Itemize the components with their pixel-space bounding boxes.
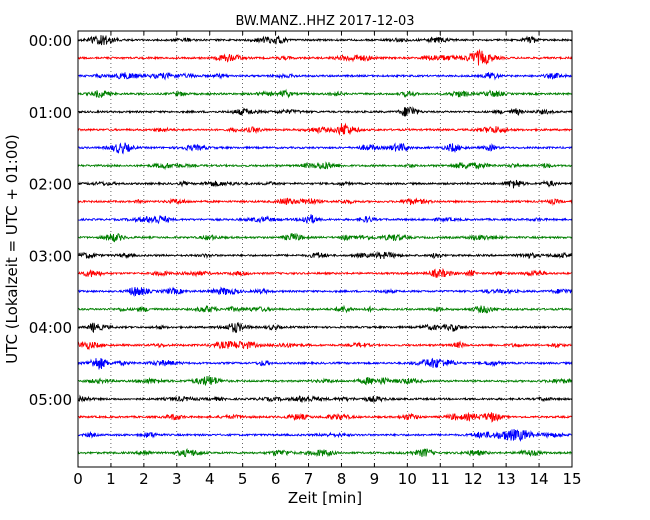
trace-1: [77, 48, 572, 66]
x-tick-label-12: 12: [464, 470, 483, 488]
x-tick-label-10: 10: [398, 470, 417, 488]
trace-6: [77, 142, 573, 155]
y-tick-label-4: 04:00: [29, 319, 72, 337]
x-tick-label-8: 8: [337, 470, 347, 488]
trace-11: [77, 232, 573, 243]
trace-12: [77, 251, 573, 260]
trace-14: [77, 286, 573, 297]
trace-4: [77, 106, 573, 117]
trace-13: [77, 267, 573, 278]
x-tick-label-15: 15: [562, 470, 581, 488]
y-tick-label-3: 03:00: [29, 247, 72, 265]
x-tick-label-7: 7: [304, 470, 314, 488]
trace-5: [77, 122, 573, 136]
y-tick-label-0: 00:00: [29, 32, 72, 50]
y-axis: 00:00 01:00 02:00 03:00 04:00 05:00: [29, 32, 572, 409]
chart-title: BW.MANZ..HHZ 2017-12-03: [235, 14, 414, 29]
y-axis-label: UTC (Lokalzeit = UTC + 01:00): [3, 134, 21, 364]
y-tick-label-2: 02:00: [29, 176, 72, 194]
x-tick-label-11: 11: [431, 470, 450, 488]
grid-layer: [110, 31, 540, 467]
trace-18: [77, 357, 573, 370]
x-axis: 0 1 2 3 4 5 6 7 8 9 10 11 12 13 14 15: [73, 31, 582, 488]
x-tick-label-5: 5: [238, 470, 248, 488]
trace-3: [77, 88, 573, 99]
trace-17: [77, 340, 573, 351]
x-tick-label-9: 9: [370, 470, 380, 488]
x-tick-label-0: 0: [73, 470, 83, 488]
x-axis-label: Zeit [min]: [288, 489, 362, 507]
plot-frame: [77, 30, 573, 468]
x-tick-label-1: 1: [106, 470, 116, 488]
x-tick-label-4: 4: [205, 470, 215, 488]
trace-23: [77, 447, 573, 458]
x-tick-label-3: 3: [172, 470, 182, 488]
y-tick-label-5: 05:00: [29, 391, 72, 409]
y-tick-label-1: 01:00: [29, 104, 72, 122]
trace-10: [77, 214, 573, 225]
trace-2: [77, 72, 573, 81]
trace-7: [77, 161, 573, 171]
trace-0: [77, 35, 573, 46]
trace-16: [77, 321, 573, 334]
x-tick-label-6: 6: [271, 470, 281, 488]
trace-layer: [77, 35, 573, 458]
x-tick-label-13: 13: [497, 470, 516, 488]
trace-21: [77, 411, 573, 423]
trace-9: [77, 197, 573, 207]
trace-22: [77, 429, 573, 442]
trace-8: [77, 179, 573, 189]
x-tick-label-2: 2: [139, 470, 149, 488]
trace-20: [77, 394, 573, 404]
trace-19: [77, 375, 573, 386]
trace-15: [77, 304, 573, 314]
x-tick-label-14: 14: [530, 470, 549, 488]
